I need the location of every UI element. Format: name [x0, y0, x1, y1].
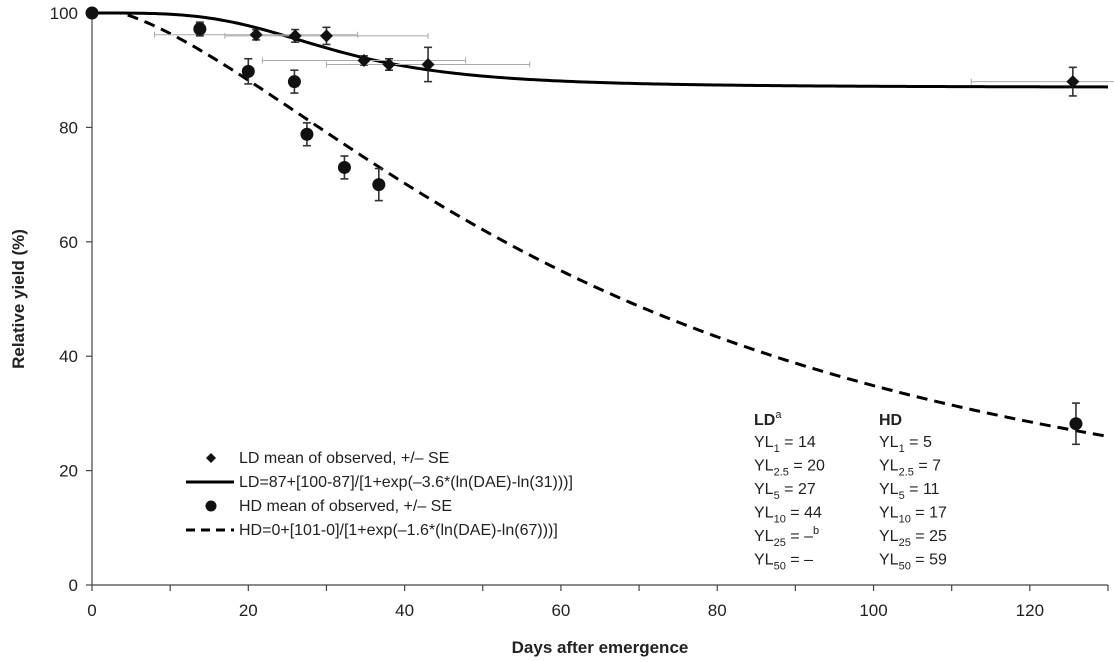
- hd-yl-row: YL2.5 = 7: [879, 458, 941, 479]
- yl-value: = 17: [911, 505, 947, 522]
- y-tick-label: 0: [69, 576, 78, 595]
- ld-table-header: LDa: [754, 409, 782, 429]
- hd-point: [372, 178, 386, 192]
- hd-point: [85, 6, 99, 20]
- yl-prefix: YL: [879, 552, 899, 569]
- x-tick-label: 40: [395, 601, 414, 620]
- yl-prefix: YL: [754, 505, 774, 522]
- fit-curve-ld: [92, 11, 1109, 89]
- yl-prefix: YL: [879, 528, 899, 545]
- yl-subscript: 5: [774, 490, 780, 502]
- x-axis-title: Days after emergence: [512, 638, 689, 657]
- ld-point: [249, 28, 263, 42]
- y-axis-title: Relative yield (%): [9, 229, 28, 369]
- ld-header-superscript: a: [775, 409, 782, 421]
- data-marks: [85, 6, 1114, 446]
- yl-prefix: YL: [879, 481, 899, 498]
- yl-subscript: 2.5: [774, 467, 789, 479]
- hd-point: [1069, 417, 1083, 431]
- x-tick-label: 20: [239, 601, 258, 620]
- yl-value: = 25: [911, 528, 947, 545]
- yl-value: = –: [786, 552, 813, 569]
- legend-label-hd-fit: HD=0+[101-0]/[1+exp(–1.6*(ln(DAE)-ln(67)…: [239, 522, 558, 539]
- ld-yl-row: YL1 = 14: [754, 434, 816, 455]
- ld-point: [357, 53, 371, 67]
- ld-point: [421, 57, 435, 71]
- axes: 0 20 40 60 80 100 0 20 40 60 80 100 120 Days after em…: [9, 4, 1109, 657]
- legend-circle-marker: [205, 500, 217, 512]
- x-tick-label: 60: [551, 601, 570, 620]
- hd-point: [337, 160, 351, 174]
- legend-diamond-marker: [206, 453, 216, 463]
- y-tick-label: 20: [59, 462, 78, 481]
- ld-point: [382, 57, 396, 71]
- hd-point: [300, 127, 314, 141]
- yl-subscript: 50: [899, 561, 911, 573]
- legend-label-ld-observed: LD mean of observed, +/– SE: [239, 450, 449, 467]
- hd-point: [193, 22, 207, 36]
- hd-yl-row: YL50 = 59: [879, 552, 947, 573]
- yl-prefix: YL: [879, 505, 899, 522]
- fit-curve-hd: [92, 11, 1109, 438]
- y-tick-label: 80: [59, 118, 78, 137]
- yl-subscript: 1: [774, 443, 780, 455]
- yl-subscript: 1: [899, 443, 905, 455]
- yl-value: = 5: [905, 434, 932, 451]
- hd-yl-row: YL25 = 25: [879, 528, 947, 549]
- ld-header-text: LD: [754, 412, 775, 429]
- fit-lines: [92, 11, 1109, 438]
- ld-point: [1066, 75, 1080, 89]
- hd-header-text: HD: [879, 412, 902, 429]
- hd-yl-row: YL5 = 11: [879, 481, 940, 502]
- yl-prefix: YL: [754, 528, 774, 545]
- ld-yl-row: YL25 = –b: [754, 525, 819, 549]
- y-tick-label: 100: [50, 4, 78, 23]
- yl-subscript: 2.5: [899, 467, 914, 479]
- ld-yl-row: YL5 = 27: [754, 481, 816, 502]
- yl-prefix: YL: [754, 434, 774, 451]
- legend: LD mean of observed, +/– SE LD=87+[100-87…: [186, 450, 573, 539]
- x-tick-label: 100: [859, 601, 887, 620]
- yl-subscript: 25: [899, 537, 911, 549]
- yl-prefix: YL: [879, 458, 899, 475]
- yl-value: = –: [786, 528, 813, 545]
- ld-yl-row: YL10 = 44: [754, 505, 822, 526]
- yl-value: = 59: [911, 552, 947, 569]
- yl-value: = 20: [789, 458, 825, 475]
- hd-point: [287, 75, 301, 89]
- ld-point: [319, 29, 333, 43]
- yl-superscript: b: [813, 525, 819, 537]
- yl-prefix: YL: [754, 552, 774, 569]
- ld-point: [288, 29, 302, 43]
- yl-prefix: YL: [754, 481, 774, 498]
- yl-subscript: 50: [774, 561, 786, 573]
- yl-value: = 11: [905, 481, 940, 498]
- yl-subscript: 25: [774, 537, 786, 549]
- x-tick-label: 120: [1016, 601, 1044, 620]
- yl-value: = 14: [780, 434, 816, 451]
- yl-value: = 44: [786, 505, 822, 522]
- x-tick-label: 80: [708, 601, 727, 620]
- yl-prefix: YL: [754, 458, 774, 475]
- ld-yl-row: YL2.5 = 20: [754, 458, 825, 479]
- hd-yl-row: YL10 = 17: [879, 505, 947, 526]
- hd-point: [241, 64, 255, 78]
- y-tick-label: 40: [59, 347, 78, 366]
- hd-yl-row: YL1 = 5: [879, 434, 932, 455]
- yl-value: = 27: [780, 481, 816, 498]
- ld-yl-row: YL50 = –: [754, 552, 813, 573]
- yl-subscript: 10: [899, 514, 911, 526]
- legend-label-ld-fit: LD=87+[100-87]/[1+exp(–3.6*(ln(DAE)-ln(3…: [239, 474, 573, 491]
- hd-table-header: HD: [879, 412, 902, 429]
- yl-value: = 7: [914, 458, 941, 475]
- yl-subscript: 5: [899, 490, 905, 502]
- y-tick-label: 60: [59, 233, 78, 252]
- legend-label-hd-observed: HD mean of observed, +/– SE: [239, 498, 452, 515]
- x-tick-label: 0: [87, 601, 96, 620]
- yl-subscript: 10: [774, 514, 786, 526]
- yl-prefix: YL: [879, 434, 899, 451]
